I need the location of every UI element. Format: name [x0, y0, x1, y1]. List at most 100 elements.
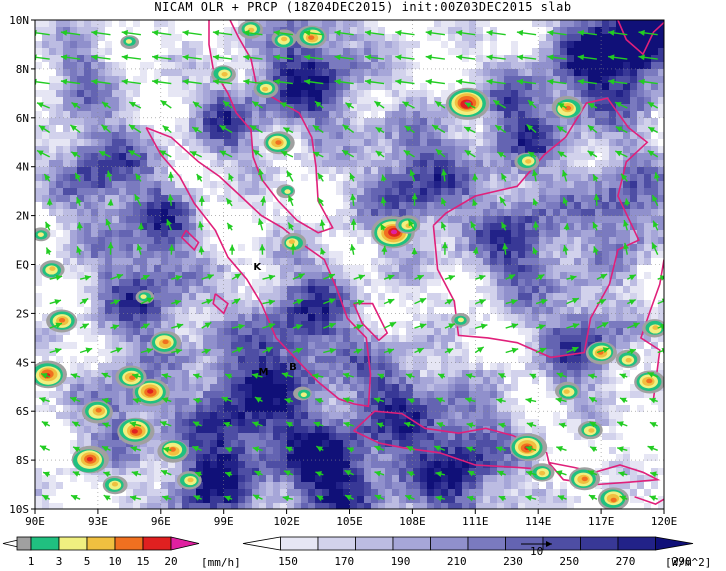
precip-colorbar-label: 1: [28, 555, 35, 568]
wind-vector: [566, 323, 580, 329]
wind-vector: [562, 197, 569, 207]
wind-vector: [76, 197, 82, 207]
wind-vector: [49, 347, 62, 354]
wind-vector: [466, 422, 476, 429]
wind-vector: [49, 274, 63, 281]
wind-vector: [405, 373, 415, 379]
wind-vector: [192, 373, 202, 379]
wind-vector: [262, 346, 274, 354]
wind-vector: [140, 274, 150, 281]
wind-vector: [101, 372, 111, 379]
precip-colorbar-label: 15: [136, 555, 149, 568]
wind-vector: [577, 78, 597, 85]
precip-cell: [35, 360, 67, 389]
wind-vector: [262, 274, 276, 281]
wind-vector: [72, 471, 81, 477]
wind-vector: [525, 470, 537, 477]
wind-vector: [650, 471, 658, 478]
wind-vector: [349, 172, 356, 182]
wind-vector: [40, 372, 50, 379]
wind-vector: [649, 495, 658, 502]
wind-vector: [262, 323, 276, 329]
lat-tick-label: 6N: [16, 112, 29, 125]
wind-vector: [135, 173, 142, 182]
wind-vector: [444, 274, 456, 281]
wind-vector: [532, 169, 538, 182]
wind-vector: [36, 149, 51, 158]
wind-vector: [527, 99, 537, 109]
wind-vector: [258, 168, 264, 182]
wind-vector: [414, 323, 427, 329]
wind-vector: [304, 78, 324, 85]
wind-vector: [593, 246, 599, 255]
wind-vector: [44, 221, 51, 231]
wind-vector: [380, 174, 387, 182]
wind-vector: [229, 244, 236, 255]
wind-vector: [292, 324, 303, 330]
wind-vector: [251, 372, 263, 379]
wind-vector: [651, 242, 659, 255]
wind-vector: [101, 101, 111, 109]
wind-vector: [383, 274, 395, 281]
wind-vector: [252, 421, 263, 428]
olr-colorbar-swatch: [467, 536, 506, 551]
wind-vector: [350, 193, 356, 206]
wind-vector: [219, 150, 233, 158]
wind-vector: [535, 347, 547, 354]
wind-vector: [474, 346, 485, 354]
wind-vector: [374, 494, 385, 501]
wind-vector: [563, 223, 570, 231]
wind-vector: [45, 247, 52, 255]
precip-cell: [120, 35, 140, 50]
wind-vector: [243, 29, 263, 36]
wind-vector: [201, 321, 212, 329]
wind-vector: [456, 54, 476, 61]
lat-tick-label: 8S: [16, 454, 29, 467]
wind-vector: [425, 54, 445, 61]
wind-vector: [292, 273, 305, 280]
wind-vector: [38, 124, 51, 134]
wind-vector: [403, 149, 415, 158]
wind-vector: [373, 397, 385, 403]
wind-vector: [596, 273, 608, 280]
coastline-layer: [145, 20, 664, 505]
wind-vector: [472, 247, 479, 255]
precip-cell: [642, 319, 664, 338]
precip-colorbar-swatch: [142, 536, 172, 551]
wind-vector: [472, 199, 478, 207]
wind-vector: [464, 149, 476, 158]
precip-cell: [253, 79, 279, 98]
wind-vector: [617, 446, 628, 453]
wind-vector: [587, 470, 598, 476]
wind-vector: [60, 29, 81, 36]
lat-lon-grid: [35, 20, 664, 509]
wind-vector: [596, 298, 607, 305]
wind-vector: [577, 54, 597, 61]
wind-vector: [435, 148, 446, 158]
wind-vector: [74, 172, 81, 182]
wind-vector: [222, 100, 233, 109]
wind-vector: [440, 197, 447, 207]
wind-vector: [198, 195, 205, 206]
wind-vector: [79, 323, 90, 330]
wind-vector: [657, 323, 664, 330]
wind-vector: [557, 495, 567, 501]
wind-vector: [41, 420, 51, 427]
wind-vector: [529, 373, 537, 380]
wind-vector: [535, 298, 548, 305]
olr-colorbar-label: 230: [503, 555, 523, 568]
precip-colorbar-swatch: [30, 536, 60, 551]
wind-vector: [619, 373, 628, 379]
olr-colorbar-swatch: [280, 536, 319, 551]
wind-vector: [516, 78, 537, 85]
wind-vector: [475, 323, 488, 330]
wind-vector: [608, 29, 628, 36]
wind-vector: [91, 54, 111, 61]
wind-vector: [638, 29, 658, 36]
wind-vector: [243, 54, 263, 61]
wind-vector: [319, 219, 326, 231]
olr-colorbar-label: 150: [278, 555, 298, 568]
wind-vector: [620, 173, 628, 182]
wind-vector: [171, 275, 183, 281]
